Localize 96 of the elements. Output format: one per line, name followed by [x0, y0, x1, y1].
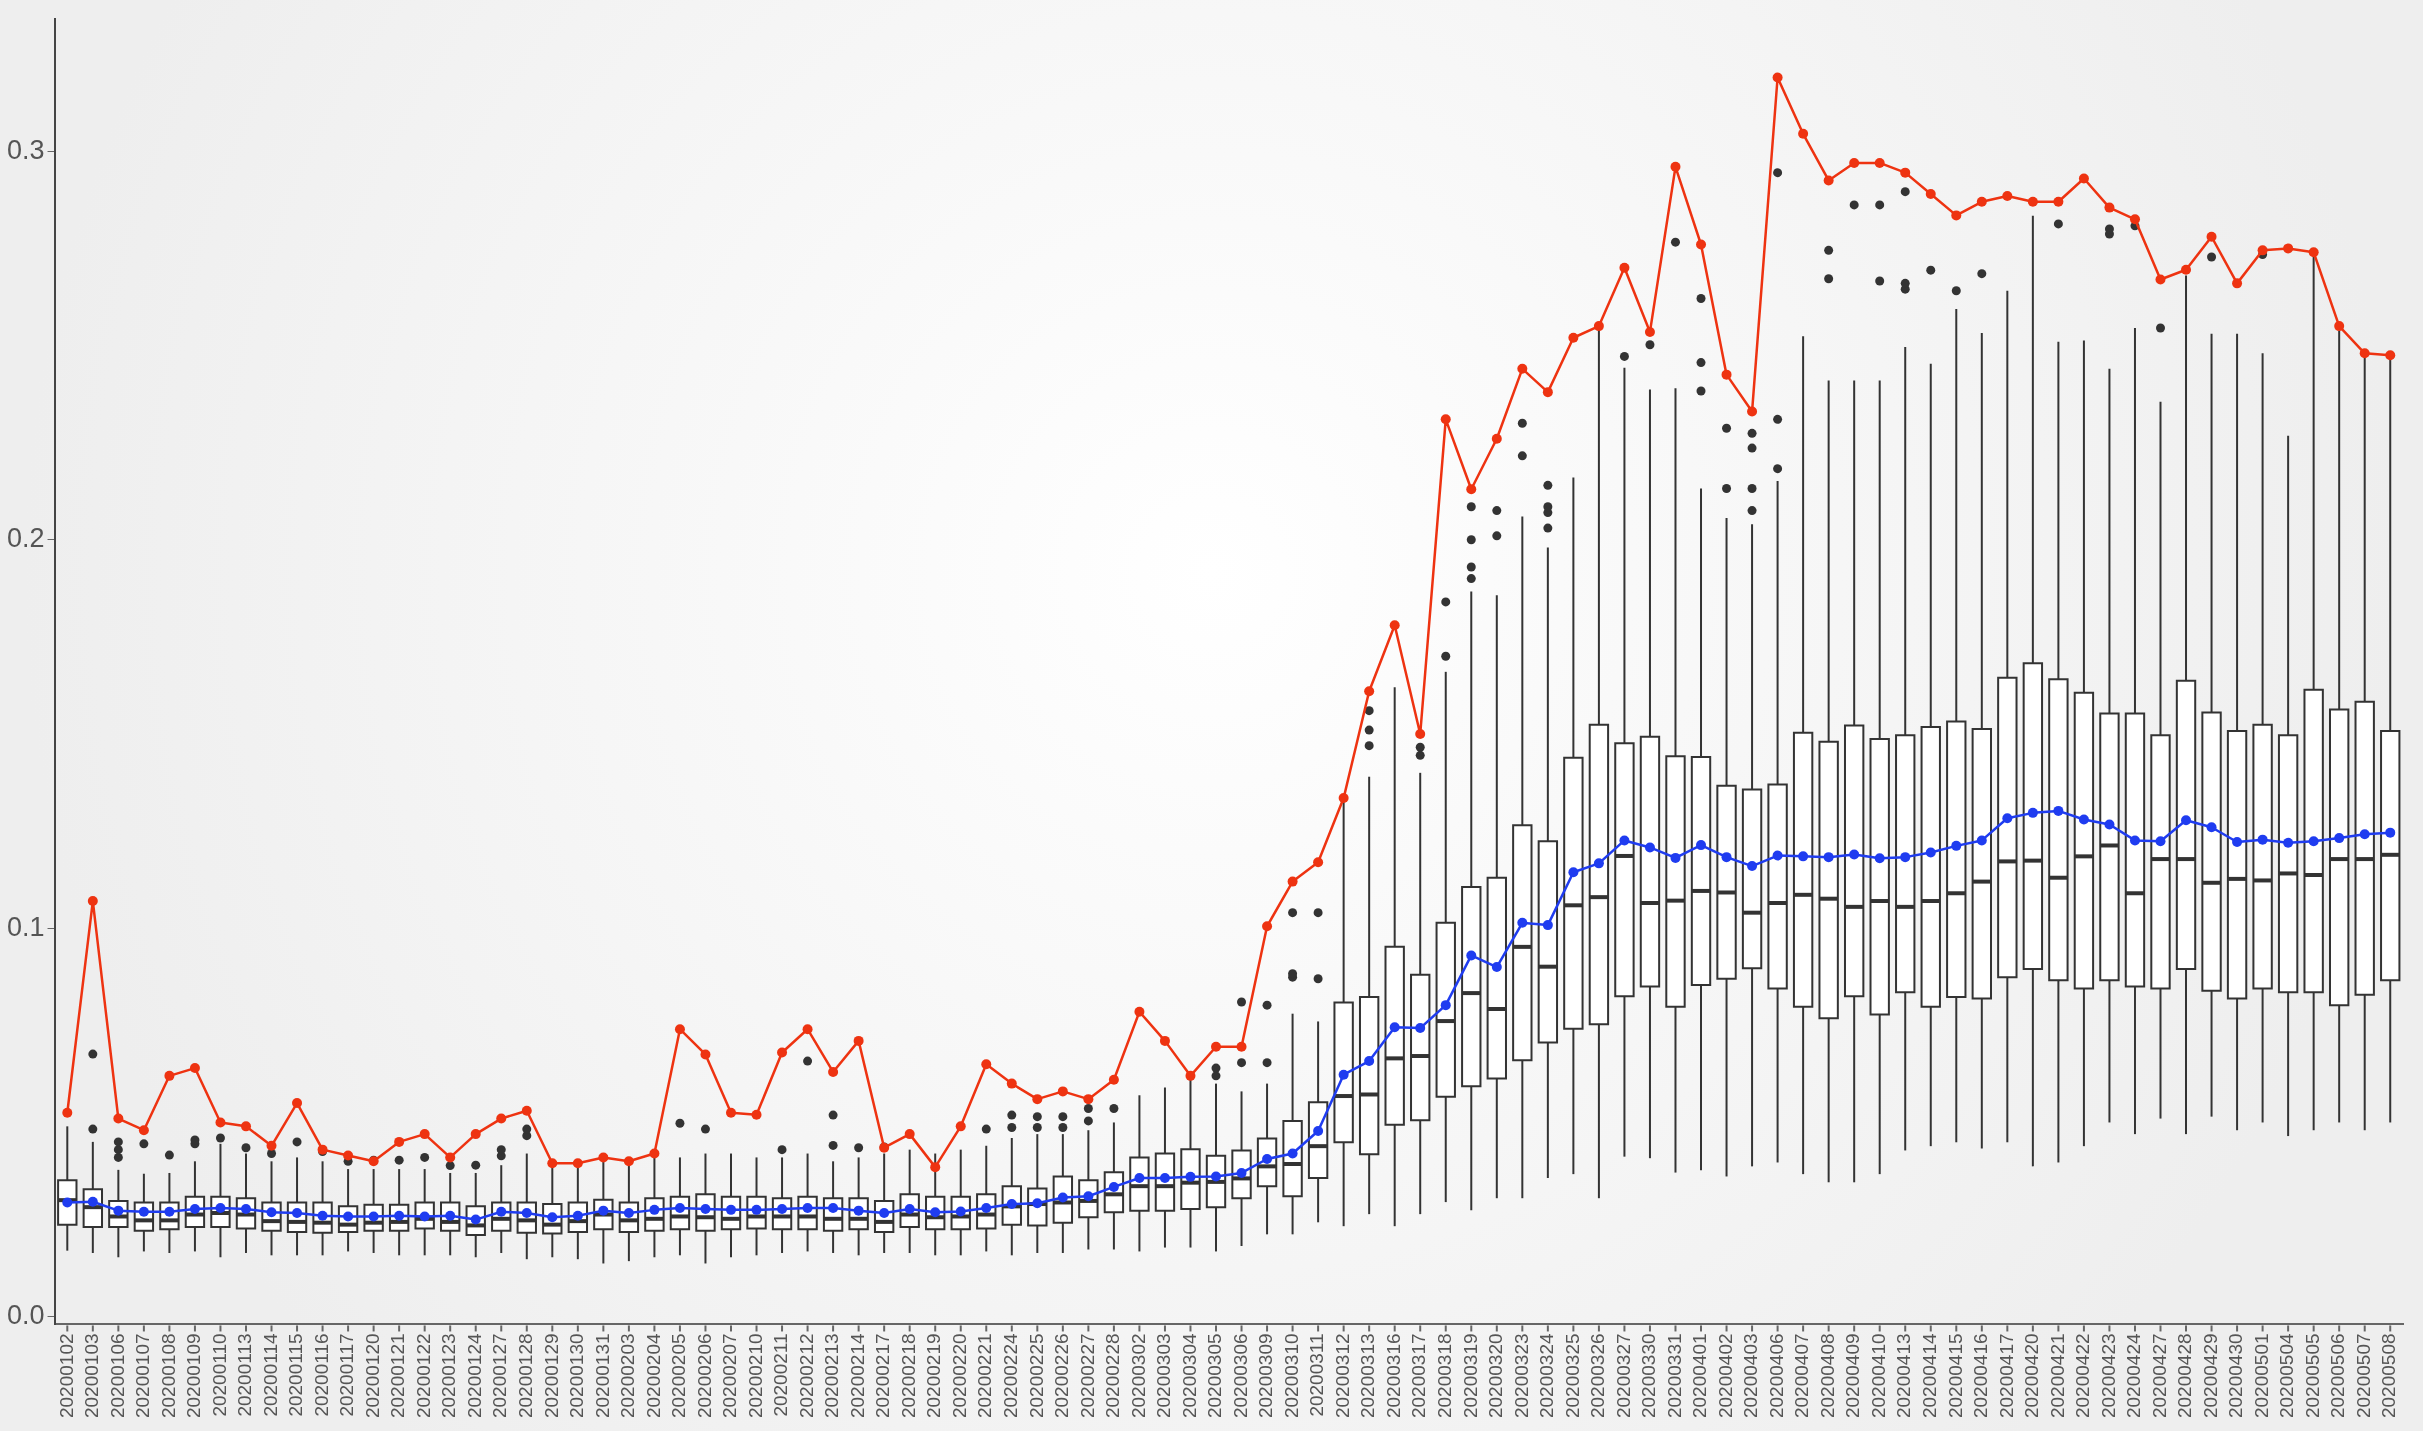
y-tick-label: 0.3: [6, 134, 45, 165]
x-tick-label: 20200318: [1433, 1333, 1455, 1419]
x-tick-label: 20200507: [2352, 1333, 2374, 1419]
x-tick-label: 20200225: [1025, 1333, 1047, 1419]
x-tick-label: 20200508: [2378, 1333, 2400, 1419]
x-tick-label: 20200121: [387, 1333, 409, 1419]
x-tick-label: 20200506: [2327, 1333, 2349, 1419]
x-tick-label: 20200113: [234, 1333, 256, 1417]
x-tick-label: 20200122: [412, 1333, 434, 1419]
x-tick-label: 20200116: [310, 1333, 332, 1417]
x-tick-label: 20200303: [1153, 1333, 1175, 1419]
x-tick-label: 20200214: [846, 1333, 868, 1419]
x-tick-label: 20200224: [1000, 1333, 1022, 1419]
x-tick-label: 20200309: [1255, 1333, 1277, 1419]
x-tick-label: 20200302: [1127, 1333, 1149, 1419]
x-tick-label: 20200304: [1178, 1333, 1200, 1419]
x-tick-label: 20200325: [1561, 1333, 1583, 1419]
x-tick-label: 20200131: [591, 1333, 613, 1419]
y-tick-label: 0.1: [6, 911, 45, 942]
x-tick-label: 20200213: [821, 1333, 843, 1419]
x-tick-label: 20200408: [1816, 1333, 1838, 1419]
x-tick-label: 20200415: [1944, 1333, 1966, 1419]
x-tick-label: 20200501: [2250, 1333, 2272, 1419]
x-tick-label: 20200327: [1612, 1333, 1634, 1419]
x-tick-label: 20200413: [1893, 1333, 1915, 1419]
x-tick-label: 20200320: [1485, 1333, 1507, 1419]
y-tick-label: 0.0: [6, 1300, 45, 1331]
x-tick-label: 20200203: [617, 1333, 639, 1419]
x-tick-label: 20200129: [540, 1333, 562, 1419]
x-tick-label: 20200310: [1280, 1333, 1302, 1419]
x-tick-label: 20200123: [438, 1333, 460, 1419]
x-tick-label: 20200210: [744, 1333, 766, 1419]
x-tick-label: 20200326: [1587, 1333, 1609, 1419]
x-tick-label: 20200124: [463, 1333, 485, 1419]
x-tick-label: 20200220: [948, 1333, 970, 1419]
x-tick-label: 20200420: [2021, 1333, 2043, 1419]
x-tick-label: 20200323: [1510, 1333, 1532, 1419]
x-tick-label: 20200317: [1408, 1333, 1430, 1419]
x-tick-label: 20200406: [1765, 1333, 1787, 1419]
x-tick-label: 20200221: [974, 1333, 996, 1419]
x-tick-label: 20200429: [2199, 1333, 2221, 1419]
x-tick-label: 20200316: [1382, 1333, 1404, 1419]
x-tick-label: 20200312: [1331, 1333, 1353, 1419]
x-tick-label: 20200128: [515, 1333, 537, 1419]
x-tick-label: 20200410: [1867, 1333, 1889, 1419]
x-tick-label: 20200427: [2148, 1333, 2170, 1419]
x-tick-label: 20200107: [132, 1333, 154, 1419]
x-tick-label: 20200305: [1204, 1333, 1226, 1419]
x-tick-label: 20200414: [1918, 1333, 1940, 1419]
x-tick-label: 20200401: [1689, 1333, 1711, 1419]
x-tick-label: 20200428: [2174, 1333, 2196, 1419]
x-tick-label: 20200219: [923, 1333, 945, 1419]
x-tick-label: 20200103: [81, 1333, 103, 1419]
x-tick-label: 20200204: [642, 1333, 664, 1419]
x-tick-label: 20200311: [1306, 1333, 1328, 1417]
x-tick-label: 20200330: [1638, 1333, 1660, 1419]
x-tick-label: 20200106: [106, 1333, 128, 1419]
x-tick-label: 20200207: [719, 1333, 741, 1419]
x-tick-label: 20200205: [668, 1333, 690, 1419]
x-tick-label: 20200217: [872, 1333, 894, 1419]
x-tick-label: 20200306: [1229, 1333, 1251, 1419]
x-tick-label: 20200402: [1714, 1333, 1736, 1419]
x-tick-label: 20200422: [2072, 1333, 2094, 1419]
x-tick-label: 20200218: [897, 1333, 919, 1419]
x-tick-label: 20200110: [208, 1333, 230, 1417]
x-tick-label: 20200108: [157, 1333, 179, 1419]
x-tick-label: 20200117: [336, 1333, 358, 1417]
x-tick-label: 20200324: [1536, 1333, 1558, 1419]
x-tick-label: 20200102: [55, 1333, 77, 1419]
x-tick-label: 20200403: [1740, 1333, 1762, 1419]
x-tick-label: 20200409: [1842, 1333, 1864, 1419]
x-tick-label: 20200504: [2276, 1333, 2298, 1419]
x-tick-label: 20200423: [2097, 1333, 2119, 1419]
x-tick-label: 20200319: [1459, 1333, 1481, 1419]
x-tick-label: 20200417: [1995, 1333, 2017, 1419]
x-tick-label: 20200416: [1970, 1333, 1992, 1419]
x-tick-label: 20200212: [795, 1333, 817, 1419]
x-tick-label: 20200120: [361, 1333, 383, 1419]
x-tick-label: 20200313: [1357, 1333, 1379, 1419]
x-tick-label: 20200331: [1663, 1333, 1685, 1419]
x-tick-label: 20200109: [183, 1333, 205, 1419]
x-tick-label: 20200424: [2123, 1333, 2145, 1419]
x-tick-label: 20200505: [2301, 1333, 2323, 1419]
x-tick-label: 20200227: [1076, 1333, 1098, 1419]
x-tick-label: 20200421: [2046, 1333, 2068, 1419]
x-tick-label: 20200430: [2225, 1333, 2247, 1419]
x-tick-label: 20200226: [1051, 1333, 1073, 1419]
x-tick-label: 20200114: [259, 1333, 281, 1417]
y-tick-label: 0.2: [6, 523, 45, 554]
x-tick-label: 20200115: [285, 1333, 307, 1417]
x-tick-label: 20200130: [566, 1333, 588, 1419]
x-tick-label: 20200211: [770, 1333, 792, 1417]
x-tick-label: 20200407: [1791, 1333, 1813, 1419]
x-tick-label: 20200206: [693, 1333, 715, 1419]
x-tick-label: 20200127: [489, 1333, 511, 1419]
x-tick-label: 20200228: [1102, 1333, 1124, 1419]
